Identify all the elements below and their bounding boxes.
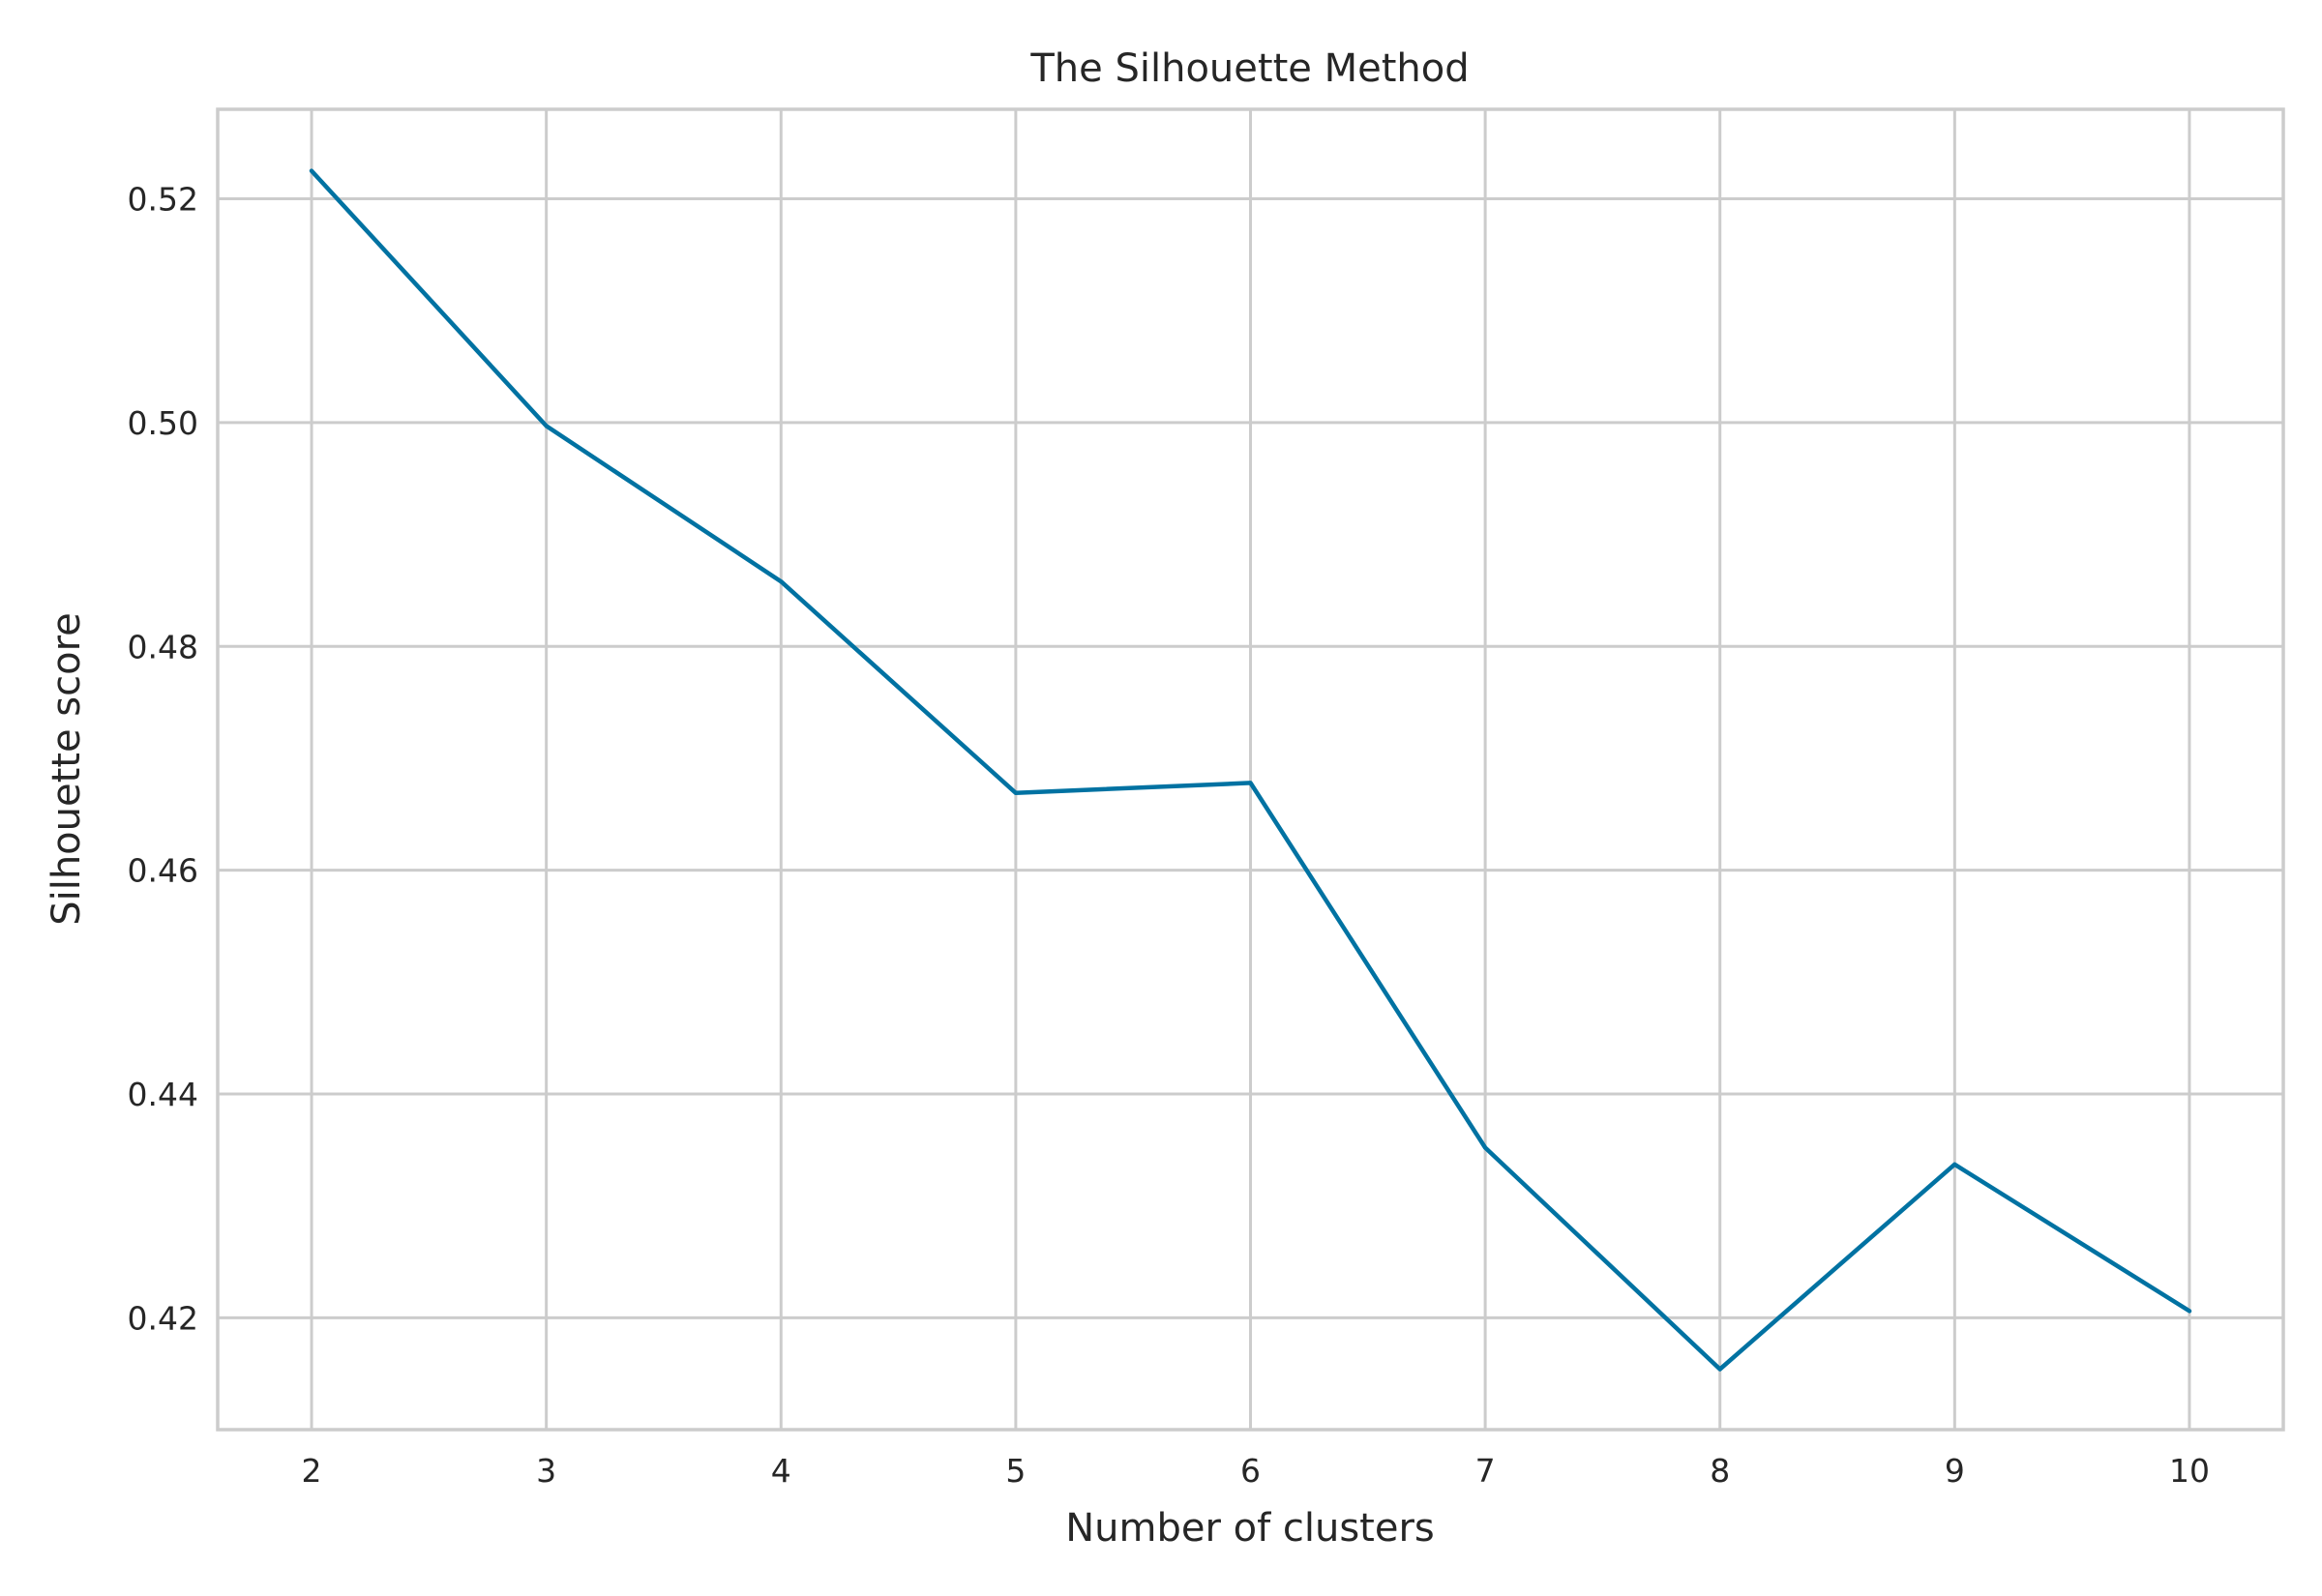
x-tick-label: 9 bbox=[1945, 1452, 1965, 1490]
series-line bbox=[309, 168, 2192, 1372]
x-tick-label: 6 bbox=[1240, 1452, 1261, 1490]
y-axis-label: Silhouette score bbox=[45, 612, 89, 926]
x-axis-label: Number of clusters bbox=[1065, 1506, 1435, 1551]
x-tick-label: 4 bbox=[771, 1452, 791, 1490]
y-gridlines bbox=[218, 197, 2283, 1319]
chart-title: The Silhouette Method bbox=[1029, 46, 1469, 91]
y-tick-label: 0.46 bbox=[128, 852, 198, 890]
y-tick-label: 0.50 bbox=[128, 404, 198, 442]
y-tick-labels: 0.42 0.44 0.46 0.48 0.50 0.52 bbox=[128, 181, 198, 1338]
series-layer bbox=[309, 168, 2192, 1372]
x-tick-label: 7 bbox=[1475, 1452, 1496, 1490]
x-tick-label: 3 bbox=[536, 1452, 556, 1490]
x-tick-labels: 2 3 4 5 6 7 8 9 10 bbox=[302, 1452, 2210, 1490]
x-tick-label: 2 bbox=[302, 1452, 322, 1490]
plot-frame bbox=[216, 107, 2285, 1432]
x-tick-label: 10 bbox=[2169, 1452, 2210, 1490]
y-tick-label: 0.44 bbox=[128, 1076, 198, 1113]
x-tick-label: 8 bbox=[1710, 1452, 1730, 1490]
x-gridlines bbox=[310, 109, 2191, 1430]
y-tick-label: 0.48 bbox=[128, 628, 198, 665]
y-tick-label: 0.52 bbox=[128, 181, 198, 219]
y-tick-label: 0.42 bbox=[128, 1299, 198, 1337]
x-tick-label: 5 bbox=[1005, 1452, 1026, 1490]
